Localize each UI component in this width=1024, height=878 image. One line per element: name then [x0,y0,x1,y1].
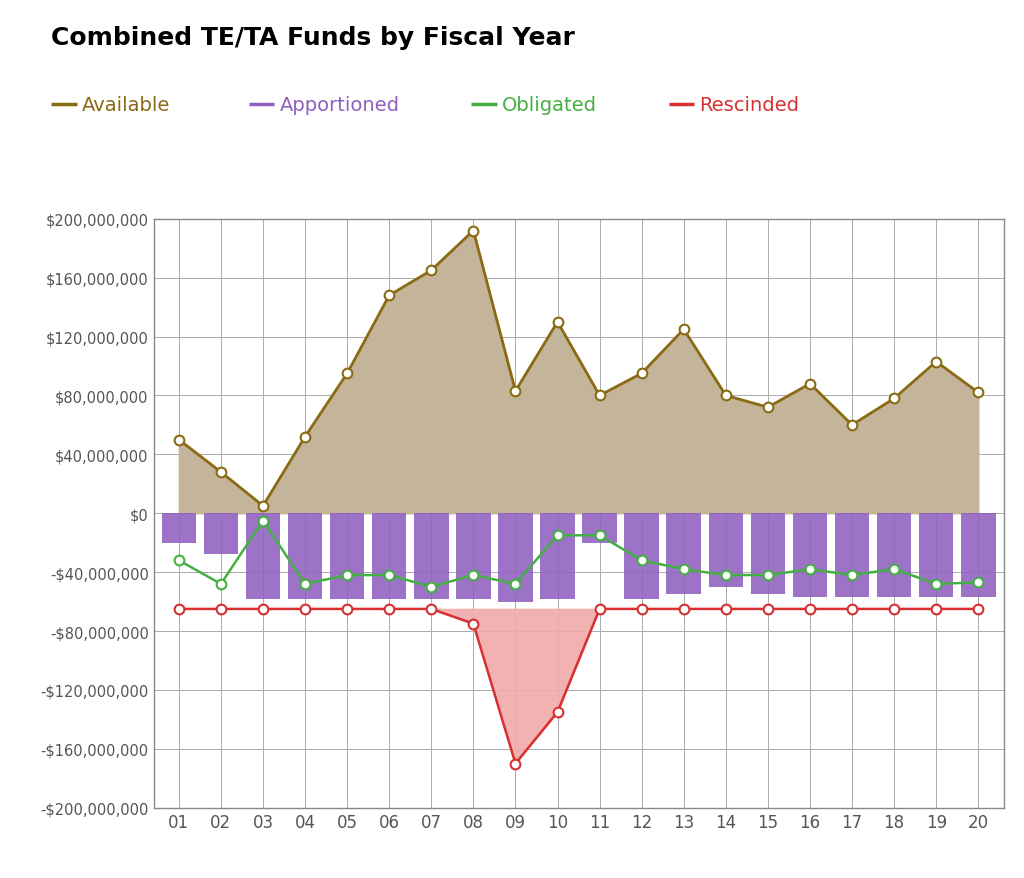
Bar [709,514,743,587]
Text: Rescinded: Rescinded [699,96,800,115]
Bar [751,514,785,594]
Bar [835,514,869,597]
Text: Obligated: Obligated [502,96,597,115]
Bar [204,514,239,555]
Bar [667,514,701,594]
Bar [919,514,953,597]
Text: Apportioned: Apportioned [280,96,399,115]
Bar [162,514,197,543]
Bar [877,514,911,597]
Bar [456,514,490,599]
Bar [499,514,532,602]
Bar [246,514,281,599]
Bar [541,514,574,599]
Text: Available: Available [82,96,170,115]
Bar [330,514,365,599]
Bar [414,514,449,599]
Bar [583,514,616,543]
Bar [961,514,995,597]
Bar [288,514,323,599]
Bar [793,514,827,597]
Bar [372,514,407,599]
Bar [625,514,658,599]
Text: Combined TE/TA Funds by Fiscal Year: Combined TE/TA Funds by Fiscal Year [51,26,575,50]
